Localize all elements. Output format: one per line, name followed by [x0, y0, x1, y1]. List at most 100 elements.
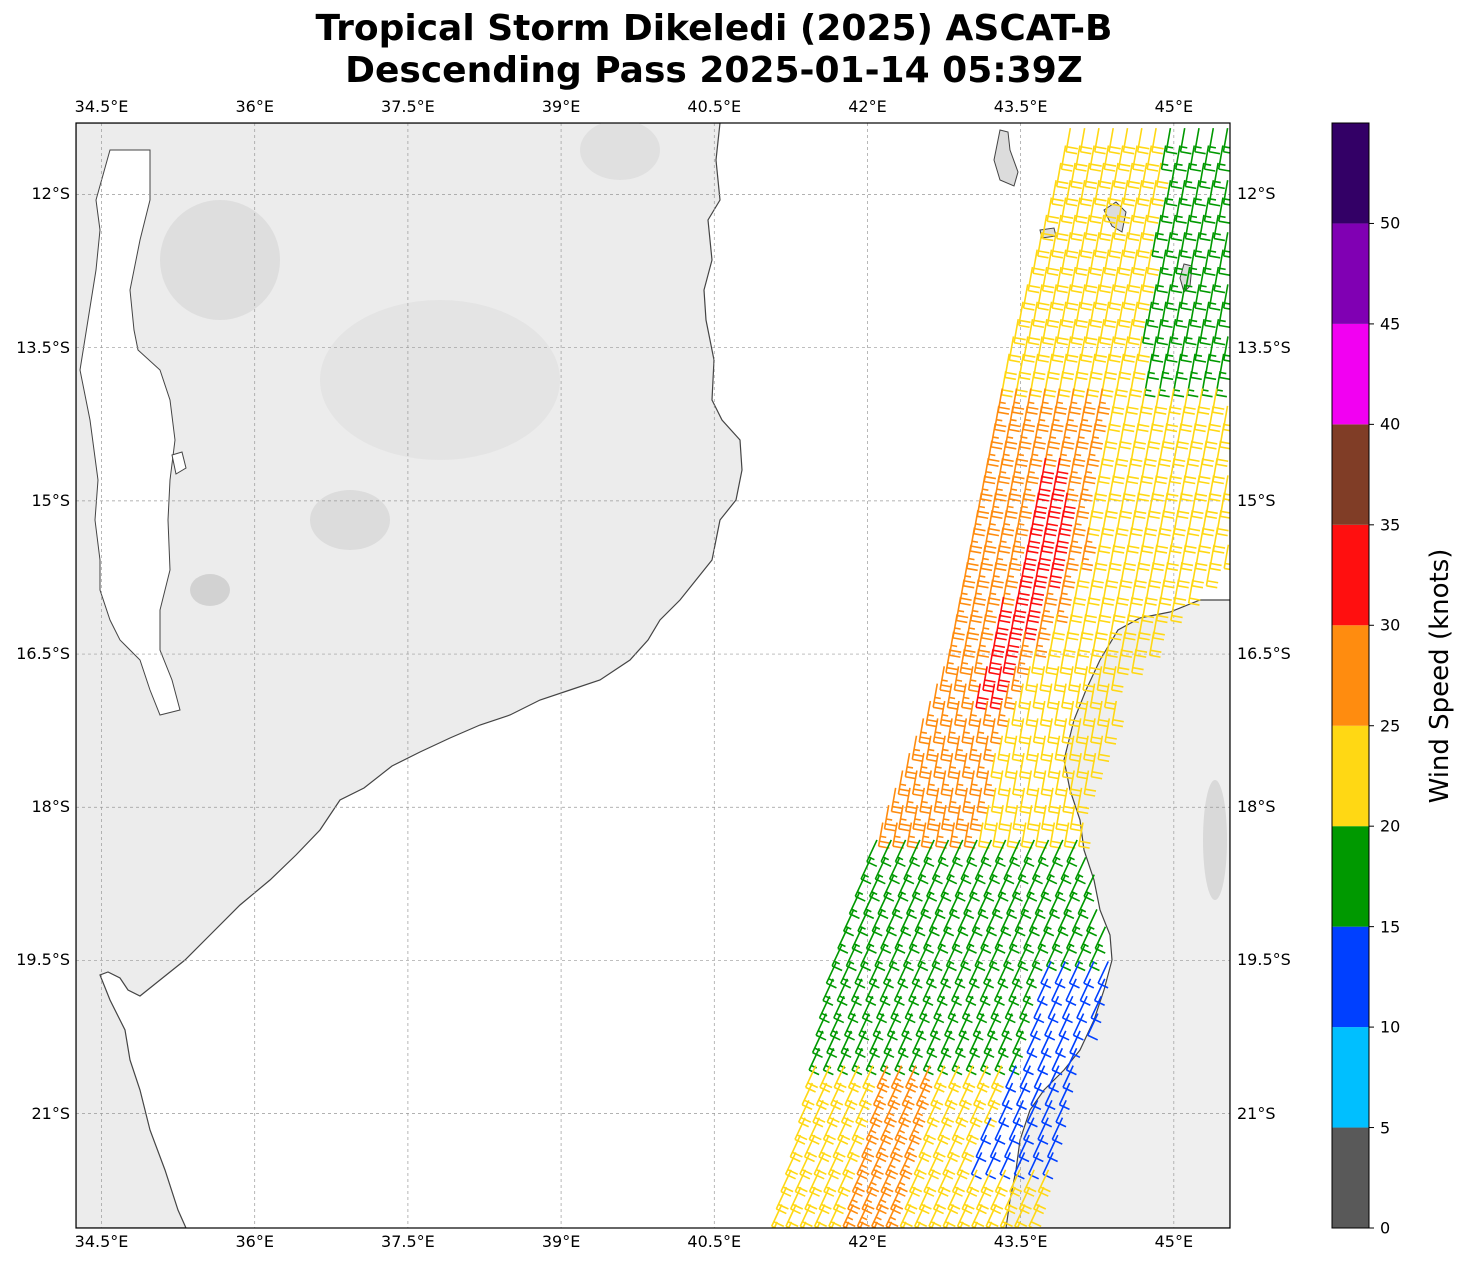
wind-barb: [1194, 180, 1206, 207]
wind-barb: [1027, 1152, 1040, 1180]
wind-barb: [1022, 1117, 1035, 1145]
wind-barb: [1002, 1221, 1007, 1228]
lon-tick-label: 42°E: [848, 97, 887, 116]
wind-barb: [940, 1030, 953, 1059]
wind-barb: [990, 995, 1002, 1024]
wind-barb: [1116, 648, 1130, 676]
wind-barb: [1001, 1013, 1013, 1041]
wind-barb: [832, 1134, 846, 1163]
wind-barb: [1222, 180, 1230, 206]
wind-barb: [1033, 1065, 1046, 1093]
wind-barb: [979, 1047, 992, 1076]
wind-barb: [844, 1221, 850, 1228]
wind-barb: [973, 1082, 987, 1111]
wind-barb: [1208, 180, 1221, 207]
wind-barb: [1054, 700, 1067, 728]
wind-barb: [1108, 232, 1122, 259]
wind-barb: [1012, 1100, 1025, 1128]
wind-barb: [823, 1169, 837, 1197]
wind-barb: [983, 1100, 997, 1128]
wind-barb: [1037, 284, 1050, 311]
wind-barb: [1061, 683, 1074, 711]
lat-tick-label: 16.5°S: [1237, 644, 1291, 664]
wind-barb: [1012, 1030, 1024, 1059]
wind-barb: [833, 1065, 847, 1093]
wind-barb: [956, 1152, 970, 1180]
wind-barb: [1156, 214, 1168, 242]
wind-barb: [965, 1047, 978, 1076]
wind-barb: [1165, 232, 1178, 259]
wind-barb: [1077, 822, 1091, 849]
chart-title-line1: Tropical Storm Dikeledi (2025) ASCAT-B: [315, 8, 1113, 49]
wind-barb: [1180, 284, 1192, 311]
wind-barb: [1208, 232, 1221, 259]
wind-barb: [1018, 683, 1031, 711]
wind-barb: [1084, 318, 1098, 346]
wind-barb: [928, 1204, 942, 1228]
wind-barb: [919, 1065, 933, 1093]
wind-barb: [843, 1013, 856, 1041]
wind-barb: [961, 1186, 975, 1215]
wind-barb: [1070, 214, 1083, 242]
wind-barb: [1051, 232, 1064, 259]
wind-barb: [861, 1134, 875, 1163]
wind-barb: [916, 1221, 921, 1228]
wind-barb: [988, 648, 1002, 676]
wind-barb: [1051, 284, 1064, 311]
lon-tick-label: 42°E: [848, 1232, 887, 1251]
wind-barb: [958, 1082, 972, 1111]
wind-barb: [954, 700, 967, 728]
lat-tick-label: 21°S: [1237, 1103, 1276, 1123]
wind-barb: [830, 1082, 844, 1111]
africa-land: [76, 123, 743, 1228]
lon-tick-label: 39°E: [541, 1232, 581, 1251]
wind-barb: [868, 961, 881, 989]
wind-barb: [851, 1047, 863, 1076]
wind-barb: [962, 787, 975, 815]
wind-barb: [961, 995, 974, 1024]
wind-barb: [840, 1100, 855, 1128]
wind-barb: [947, 1065, 962, 1093]
wind-barb: [1205, 562, 1219, 589]
wind-barb: [1175, 145, 1187, 172]
wind-barb: [932, 1186, 947, 1215]
wind-barb: [1203, 249, 1216, 276]
wind-barb: [1079, 978, 1092, 1006]
wind-barb: [933, 1065, 947, 1093]
wind-barb: [1030, 1082, 1042, 1111]
wind-barb: [827, 1152, 841, 1180]
wind-barb: [1137, 232, 1150, 259]
wind-barb: [1103, 145, 1117, 172]
wind-barb: [990, 752, 1003, 780]
wind-barb: [773, 1221, 778, 1228]
wind-barb: [1046, 301, 1060, 329]
wind-barb: [1084, 266, 1098, 294]
wind-barb: [1218, 249, 1230, 276]
wind-barb: [1127, 162, 1141, 190]
wind-barb: [1146, 145, 1160, 172]
wind-barb: [847, 1186, 861, 1215]
wind-barb: [918, 718, 932, 745]
wind-barb: [915, 1013, 928, 1041]
wind-barb: [933, 787, 947, 815]
wind-barb: [989, 683, 1004, 711]
colorbar-tick-label: 25: [1380, 716, 1401, 736]
wind-barb: [983, 1030, 996, 1059]
wind-barb: [940, 735, 953, 763]
wind-barb: [998, 805, 1011, 832]
wind-barb: [894, 1169, 908, 1197]
wind-barb: [1089, 683, 1103, 711]
wind-barb: [1040, 1030, 1053, 1059]
wind-barb: [883, 1100, 897, 1128]
wind-barb: [1175, 249, 1187, 276]
wind-barb: [1108, 336, 1122, 363]
wind-barb: [872, 1013, 885, 1041]
wind-barb: [1108, 284, 1122, 311]
wind-barb: [780, 1169, 794, 1197]
wind-barb: [1031, 648, 1044, 676]
wind-barb: [858, 1082, 872, 1111]
lon-tick-label: 43.5°E: [993, 1232, 1048, 1251]
wind-barb: [925, 735, 939, 763]
wind-barb: [1094, 336, 1107, 363]
